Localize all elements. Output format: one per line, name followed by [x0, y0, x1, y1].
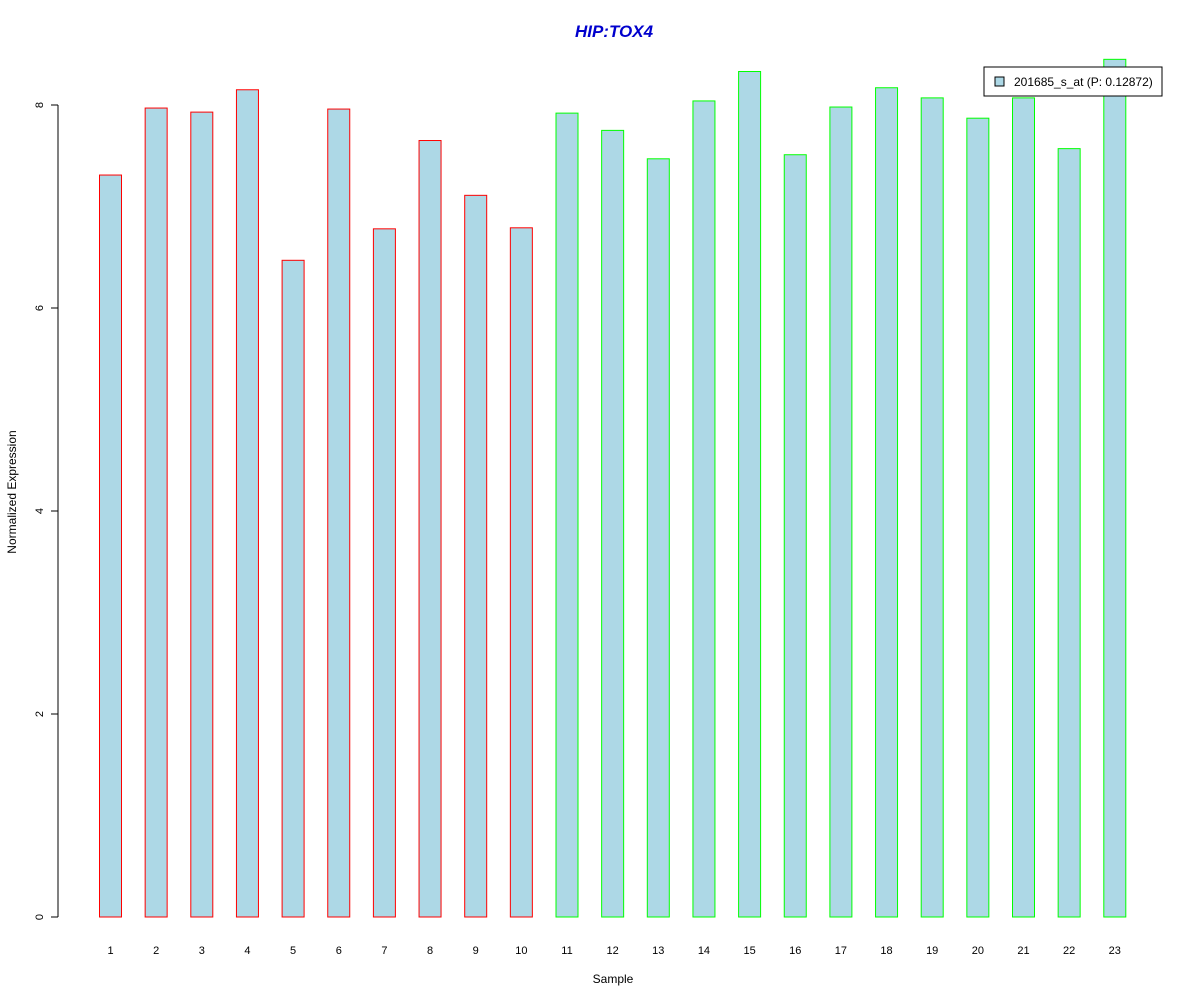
x-tick-label: 20 [972, 945, 984, 957]
x-tick-labels: 1 2 3 4 5 6 7 8 9 10 11 12 13 14 15 16 17 18 19 20 21 22 23 [107, 945, 1120, 957]
x-tick-label: 2 [153, 945, 159, 957]
bar-sample-22 [1057, 148, 1081, 918]
bar-sample-13 [646, 158, 670, 918]
x-tick-label: 11 [561, 945, 572, 957]
bar-sample-8 [418, 140, 442, 918]
x-tick-label: 1 [107, 945, 113, 957]
legend-label: 201685_s_at (P: 0.12872) [1014, 75, 1153, 89]
bar-sample-11 [555, 112, 579, 918]
chart-title: HIP:TOX4 [575, 22, 654, 41]
x-tick-label: 14 [698, 945, 710, 957]
x-tick-label: 21 [1017, 945, 1029, 957]
x-tick-label: 17 [835, 945, 847, 957]
y-tick-label: 6 [34, 305, 46, 311]
x-tick-label: 4 [244, 945, 250, 957]
legend-swatch [994, 76, 1005, 87]
x-tick-label: 13 [652, 945, 664, 957]
x-tick-label: 5 [290, 945, 296, 957]
y-tick-label: 0 [34, 914, 46, 920]
x-tick-label: 7 [381, 945, 387, 957]
bar-sample-19 [920, 97, 944, 918]
bar-sample-9 [464, 194, 488, 918]
x-tick-label: 8 [427, 945, 433, 957]
x-tick-label: 16 [789, 945, 801, 957]
x-tick-label: 23 [1109, 945, 1121, 957]
y-axis: 0 2 4 6 8 [34, 102, 59, 920]
x-tick-label: 6 [336, 945, 342, 957]
legend-box [983, 66, 1163, 97]
bar-sample-15 [738, 71, 762, 918]
bar-sample-17 [829, 106, 853, 918]
bar-sample-4 [235, 89, 259, 918]
bar-sample-1 [99, 174, 122, 918]
x-axis-title: Sample [593, 972, 634, 986]
bar-sample-6 [327, 108, 351, 918]
x-tick-label: 3 [199, 945, 205, 957]
bar-sample-18 [875, 87, 899, 918]
legend: 201685_s_at (P: 0.12872) [983, 66, 1163, 97]
x-tick-label: 15 [743, 945, 755, 957]
x-tick-label: 12 [607, 945, 619, 957]
bar-sample-14 [692, 100, 716, 918]
bar-sample-12 [601, 129, 625, 918]
y-tick-label: 2 [34, 711, 46, 717]
y-tick-label: 4 [34, 508, 46, 514]
x-tick-label: 19 [926, 945, 938, 957]
bar-sample-21 [1012, 97, 1035, 918]
bar-sample-2 [144, 107, 168, 918]
y-tick-label: 8 [34, 102, 46, 108]
y-axis-title: Normalized Expression [5, 430, 19, 553]
bar-sample-5 [281, 259, 305, 918]
x-tick-label: 18 [880, 945, 892, 957]
bar-sample-3 [190, 111, 214, 918]
bar-sample-20 [966, 117, 990, 918]
x-tick-label: 10 [515, 945, 527, 957]
bar-sample-10 [509, 227, 533, 918]
bar-sample-16 [783, 154, 807, 918]
x-tick-label: 22 [1063, 945, 1075, 957]
bar-sample-7 [372, 228, 396, 918]
bar-sample-23 [1103, 58, 1127, 918]
x-tick-label: 9 [473, 945, 479, 957]
bars [99, 58, 1127, 918]
